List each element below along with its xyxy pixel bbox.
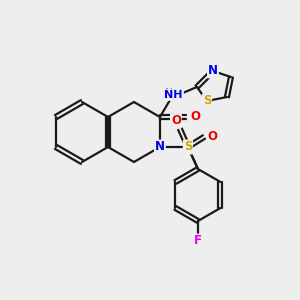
Text: S: S bbox=[184, 140, 192, 154]
Text: H: H bbox=[165, 88, 173, 98]
Text: O: O bbox=[171, 115, 181, 128]
Text: F: F bbox=[194, 235, 202, 248]
Text: N: N bbox=[208, 64, 218, 77]
Text: N: N bbox=[173, 88, 183, 101]
Text: O: O bbox=[207, 130, 217, 143]
Text: NH: NH bbox=[164, 90, 182, 100]
Text: N: N bbox=[155, 140, 165, 154]
Text: S: S bbox=[203, 94, 211, 107]
Text: O: O bbox=[190, 110, 200, 124]
